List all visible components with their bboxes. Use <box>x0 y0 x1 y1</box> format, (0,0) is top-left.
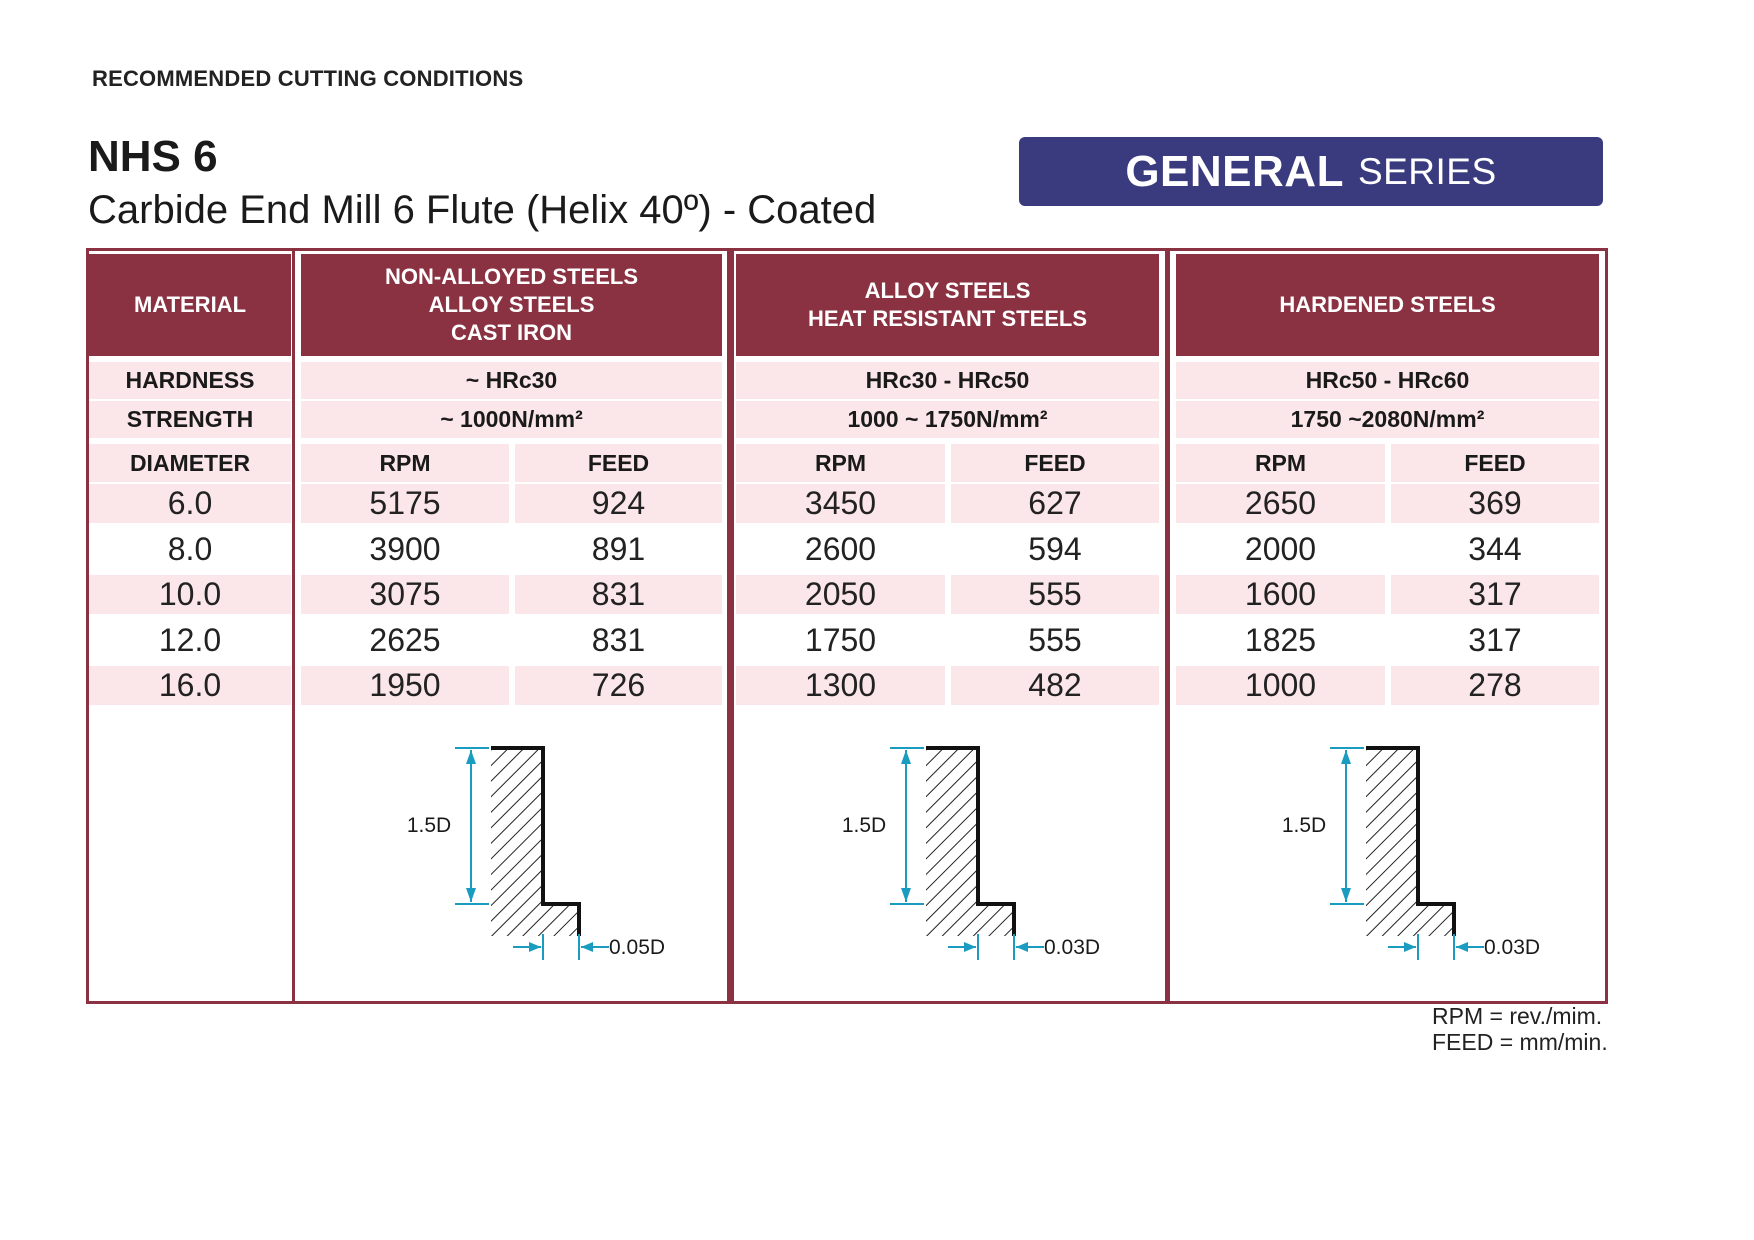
radial-dimension-label: 0.03D <box>1044 936 1101 959</box>
diameter-value: 6.0 <box>89 484 291 523</box>
rpm-value: 3075 <box>301 575 509 614</box>
material-group-name-line: ALLOY STEELS <box>864 278 1031 303</box>
feed-value: 924 <box>515 484 722 523</box>
rpm-value: 2625 <box>369 622 441 658</box>
cutting-depth-diagram <box>1330 746 1484 960</box>
feed-value: 555 <box>1028 622 1082 658</box>
hardness-value: HRc50 - HRc60 <box>1176 362 1599 399</box>
series-name: GENERAL <box>1125 146 1344 196</box>
rpm-value: 2000 <box>1244 531 1317 567</box>
feed-value: 344 <box>1468 531 1522 567</box>
rpm-value: 1000 <box>1176 666 1385 705</box>
material-header: MATERIAL <box>89 254 291 356</box>
feed-unit-note: FEED = mm/min. <box>1432 1029 1608 1055</box>
feed-value: 831 <box>591 622 646 658</box>
feed-value: 627 <box>951 484 1159 523</box>
diameter-value: 12.0 <box>158 622 222 658</box>
feed-column-header: FEED <box>1391 444 1599 482</box>
feed-value: 278 <box>1391 666 1599 705</box>
cutting-depth-diagram <box>890 746 1044 960</box>
rpm-value: 3450 <box>736 484 945 523</box>
rpm-column-header: RPM <box>736 444 945 482</box>
depth-dimension-label: 1.5D <box>406 814 452 837</box>
diameter-value: 8.0 <box>167 531 213 567</box>
feed-value: 482 <box>951 666 1159 705</box>
material-group-name-line: CAST IRON <box>451 320 572 345</box>
feed-value: 555 <box>951 575 1159 614</box>
rpm-value: 2050 <box>736 575 945 614</box>
strength-label: STRENGTH <box>89 401 291 438</box>
feed-value: 831 <box>515 575 722 614</box>
model-code: NHS 6 <box>88 132 218 181</box>
feed-value: 726 <box>515 666 722 705</box>
product-description: Carbide End Mill 6 Flute (Helix 40º) - C… <box>88 188 877 232</box>
rpm-value: 2650 <box>1176 484 1385 523</box>
feed-value: 891 <box>591 531 646 567</box>
material-group-header: NON-ALLOYED STEELS ALLOY STEELS CAST IRON <box>301 254 722 356</box>
rpm-unit-note: RPM = rev./mim. <box>1432 1003 1603 1029</box>
rpm-value: 1950 <box>301 666 509 705</box>
radial-dimension-label: 0.03D <box>1484 936 1541 959</box>
hardness-value: HRc30 - HRc50 <box>736 362 1159 399</box>
feed-column-header: FEED <box>951 444 1159 482</box>
feed-column-header: FEED <box>515 444 722 482</box>
material-group-name-line: HARDENED STEELS <box>1279 292 1496 317</box>
diameter-value: 10.0 <box>89 575 291 614</box>
hardness-label: HARDNESS <box>89 362 291 399</box>
rpm-column-header: RPM <box>301 444 509 482</box>
strength-value: 1750 ~2080N/mm² <box>1176 401 1599 438</box>
diameter-label: DIAMETER <box>89 444 291 482</box>
feed-value: 594 <box>1028 531 1082 567</box>
strength-value: 1000 ~ 1750N/mm² <box>736 401 1159 438</box>
rpm-column-header: RPM <box>1176 444 1385 482</box>
rpm-value: 1825 <box>1244 622 1317 658</box>
feed-value: 369 <box>1391 484 1599 523</box>
strength-value: ~ 1000N/mm² <box>301 401 722 438</box>
document-category: RECOMMENDED CUTTING CONDITIONS <box>92 66 524 91</box>
units-note: RPM = rev./mim. FEED = mm/min. <box>1432 1003 1608 1055</box>
rpm-value: 2600 <box>804 531 877 567</box>
rpm-value: 1600 <box>1176 575 1385 614</box>
material-group-header: HARDENED STEELS <box>1176 254 1599 356</box>
material-group-name-line: HEAT RESISTANT STEELS <box>807 306 1088 331</box>
rpm-value: 1750 <box>804 622 877 658</box>
rpm-value: 1300 <box>736 666 945 705</box>
series-banner: GENERAL SERIES <box>1019 137 1603 206</box>
material-group-name-line: ALLOY STEELS <box>428 292 595 317</box>
hardness-value: ~ HRc30 <box>301 362 722 399</box>
cutting-depth-diagram <box>455 746 609 960</box>
depth-dimension-label: 1.5D <box>1281 814 1327 837</box>
rpm-value: 5175 <box>301 484 509 523</box>
radial-dimension-label: 0.05D <box>609 936 666 959</box>
feed-value: 317 <box>1468 622 1522 658</box>
material-group-header: ALLOY STEELS HEAT RESISTANT STEELS <box>736 254 1159 356</box>
feed-value: 317 <box>1391 575 1599 614</box>
depth-dimension-label: 1.5D <box>841 814 887 837</box>
diameter-value: 16.0 <box>89 666 291 705</box>
series-suffix: SERIES <box>1357 150 1497 192</box>
rpm-value: 3900 <box>369 531 441 567</box>
material-group-name-line: NON-ALLOYED STEELS <box>384 264 638 289</box>
